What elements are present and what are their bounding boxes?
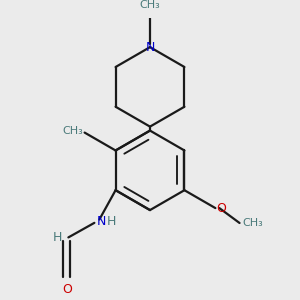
Text: O: O: [216, 202, 226, 214]
Text: N: N: [145, 40, 155, 54]
Text: H: H: [52, 231, 62, 244]
Text: CH₃: CH₃: [140, 0, 160, 10]
Text: CH₃: CH₃: [62, 126, 83, 136]
Text: CH₃: CH₃: [243, 218, 264, 228]
Text: O: O: [62, 284, 72, 296]
Text: H: H: [106, 215, 116, 228]
Text: N: N: [96, 215, 106, 228]
